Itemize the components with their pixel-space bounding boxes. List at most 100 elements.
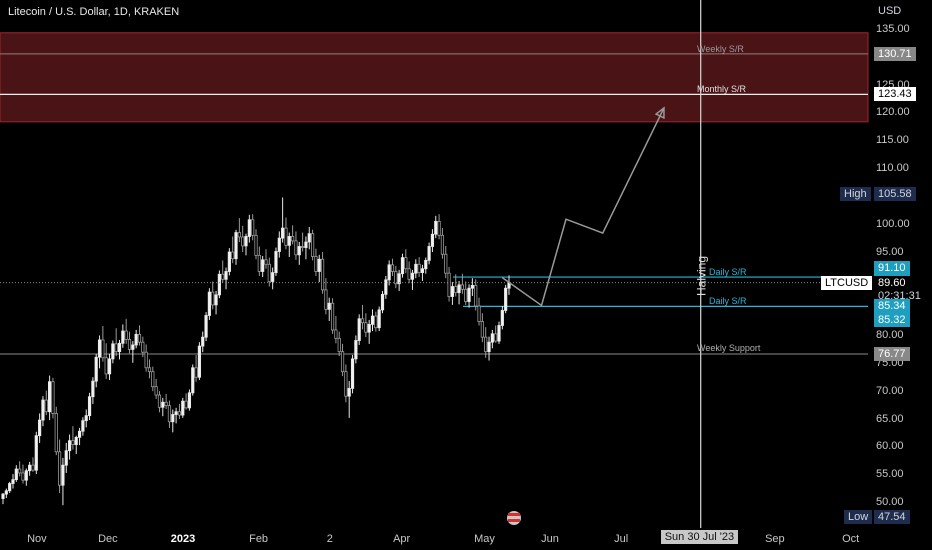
candle-body bbox=[360, 318, 365, 324]
candle-body bbox=[161, 401, 165, 408]
candle-body bbox=[144, 351, 148, 369]
candle-body bbox=[247, 219, 251, 237]
candle-body bbox=[390, 264, 395, 272]
candle-body bbox=[57, 451, 62, 486]
candle-body bbox=[267, 263, 271, 282]
candle-body bbox=[497, 325, 501, 342]
candle-body bbox=[97, 339, 102, 358]
candle-body bbox=[121, 330, 125, 344]
candle-body bbox=[487, 341, 491, 353]
crosshair-date-badge: Sun 30 Jul '23 bbox=[660, 530, 739, 544]
date-tick: 2023 bbox=[170, 533, 196, 545]
candle-body bbox=[167, 405, 172, 423]
candle-body bbox=[424, 259, 428, 270]
candle-body bbox=[147, 367, 152, 373]
candle-body bbox=[310, 233, 315, 257]
candle-body bbox=[237, 232, 241, 238]
candle-body bbox=[117, 342, 122, 353]
date-tick: Feb bbox=[249, 533, 269, 545]
candle-body bbox=[364, 322, 368, 333]
date-tick: Nov bbox=[27, 533, 47, 545]
candle-body bbox=[64, 450, 68, 466]
candles bbox=[1, 197, 511, 506]
candle-body bbox=[400, 257, 405, 275]
candle-body bbox=[211, 291, 215, 306]
candle-body bbox=[450, 286, 455, 297]
candle-body bbox=[1, 493, 5, 499]
candle-body bbox=[284, 227, 288, 246]
candle-body bbox=[484, 336, 488, 353]
date-tick: Apr bbox=[393, 533, 411, 545]
candle-body bbox=[304, 241, 308, 248]
candle-body bbox=[480, 321, 484, 338]
daily-sr-lower-badge-a: 85.34 bbox=[874, 299, 910, 314]
candle-body bbox=[277, 237, 281, 252]
candle-body bbox=[61, 464, 65, 486]
price-tick: 135.00 bbox=[876, 23, 910, 35]
candle-body bbox=[454, 286, 458, 294]
date-tick: 2 bbox=[326, 533, 333, 545]
candle-body bbox=[414, 263, 418, 274]
candle-body bbox=[84, 415, 88, 422]
high-label: High bbox=[840, 186, 871, 201]
candle-body bbox=[330, 302, 335, 331]
price-tick: 120.00 bbox=[876, 106, 910, 119]
candle-body bbox=[114, 343, 118, 353]
candle-body bbox=[74, 436, 78, 445]
candle-body bbox=[314, 256, 318, 272]
candle-body bbox=[51, 381, 55, 414]
candle-body bbox=[394, 271, 398, 285]
candle-body bbox=[201, 336, 205, 347]
candle-body bbox=[87, 396, 92, 417]
low-label: Low bbox=[844, 509, 873, 524]
candle-body bbox=[410, 272, 415, 280]
price-tick: 55.00 bbox=[876, 468, 904, 481]
candle-body bbox=[28, 464, 32, 472]
symbol-badge: LTCUSD bbox=[821, 275, 873, 290]
candle-body bbox=[477, 305, 481, 322]
daily-sr-upper-label: Daily S/R bbox=[709, 267, 747, 278]
candle-body bbox=[124, 330, 128, 340]
candle-body bbox=[500, 310, 504, 326]
candle-body bbox=[504, 287, 508, 311]
candle-body bbox=[221, 273, 225, 280]
candle-body bbox=[8, 483, 12, 492]
price-tick: 100.00 bbox=[876, 217, 910, 230]
candle-body bbox=[224, 271, 228, 280]
candle-body bbox=[354, 340, 358, 360]
candle-body bbox=[231, 251, 235, 260]
candle-body bbox=[18, 468, 22, 474]
resistance-zone bbox=[0, 32, 869, 123]
price-tick: 65.00 bbox=[876, 412, 904, 425]
candle-body bbox=[417, 263, 421, 274]
candle-body bbox=[264, 259, 268, 265]
daily-sr-lower-badge-b: 85.32 bbox=[874, 313, 910, 328]
candle-body bbox=[287, 236, 291, 246]
candle-body bbox=[377, 309, 381, 329]
price-tick: 80.00 bbox=[876, 329, 904, 342]
candle-body bbox=[24, 470, 28, 481]
candle-body bbox=[291, 236, 295, 242]
date-tick: Oct bbox=[842, 533, 860, 545]
level-lines bbox=[0, 53, 868, 355]
candle-body bbox=[261, 259, 265, 272]
last-price-badge: 89.60 bbox=[874, 275, 910, 290]
candle-body bbox=[387, 264, 391, 281]
candle-body bbox=[184, 400, 188, 409]
candle-body bbox=[447, 272, 451, 297]
candle-body bbox=[157, 394, 162, 408]
candle-body bbox=[297, 246, 301, 256]
date-tick: Dec bbox=[98, 533, 118, 545]
candle-body bbox=[324, 289, 328, 310]
candle-body bbox=[254, 234, 258, 256]
earnings-event-icon[interactable] bbox=[507, 511, 521, 525]
candle-body bbox=[271, 272, 275, 282]
candle-body bbox=[337, 337, 341, 353]
candle-body bbox=[77, 430, 82, 438]
candle-body bbox=[137, 333, 142, 343]
candle-body bbox=[204, 315, 208, 338]
price-tick: 70.00 bbox=[876, 384, 904, 397]
candle-body bbox=[44, 399, 48, 413]
